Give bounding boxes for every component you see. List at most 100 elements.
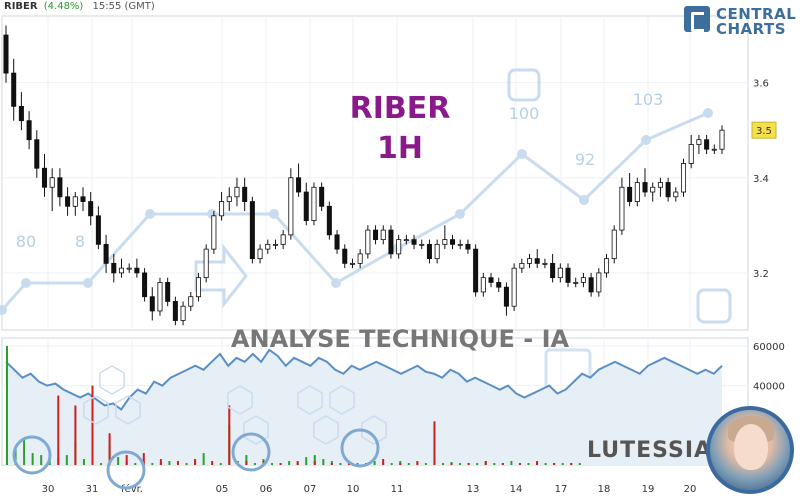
watermark-hexagon: [83, 395, 109, 425]
candle-body: [272, 243, 278, 246]
volume-bar-up: [424, 463, 427, 465]
x-tick-label: févr.: [121, 483, 143, 495]
candle-body: [665, 182, 671, 198]
volume-bar-down: [57, 395, 60, 465]
volume-bar-up: [544, 463, 547, 465]
candle-body: [195, 277, 201, 298]
x-tick-label: 30: [42, 484, 55, 495]
candle-body: [296, 177, 302, 193]
ticker-change: (4.48%): [43, 1, 84, 12]
volume-bar-up: [442, 463, 445, 465]
watermark-trend-icon: [696, 288, 732, 324]
x-tick-label: 13: [467, 484, 480, 495]
candle-body: [342, 248, 348, 264]
volume-bar-down: [142, 453, 145, 465]
candle-body: [380, 229, 386, 241]
overlay-score-node: [145, 209, 155, 219]
volume-bar-up: [527, 463, 530, 465]
candle-body: [326, 205, 332, 236]
volume-bar-up: [245, 455, 248, 465]
ticker-symbol: RIBER: [4, 1, 38, 12]
candle-body: [234, 186, 240, 198]
ticker-time: 15:55 (GMT): [92, 1, 155, 12]
volume-bar-up: [117, 457, 120, 465]
volume-bar-up: [23, 439, 26, 465]
watermark-gauge-icon: [507, 68, 541, 102]
price-tick-label: 3.4: [753, 174, 769, 185]
volume-bar-down: [296, 461, 299, 465]
candle-body: [280, 234, 286, 245]
candle-body: [696, 139, 702, 145]
candle-body: [172, 301, 178, 321]
x-tick-label: 20: [684, 484, 697, 495]
volume-bar-down: [211, 461, 214, 465]
volume-bar-up: [407, 463, 410, 465]
overlay-score-node: [517, 149, 527, 159]
volume-bar-up: [510, 461, 513, 465]
volume-bar-down: [108, 433, 111, 465]
volume-bar-down: [74, 405, 77, 465]
watermark-subtitle: ANALYSE TECHNIQUE - IA: [231, 325, 570, 353]
volume-bar-up: [219, 463, 222, 465]
volume-bar-up: [151, 463, 154, 465]
volume-bar-down: [416, 461, 419, 465]
last-price-badge: [751, 121, 777, 139]
candle-body: [557, 267, 563, 279]
candle-body: [149, 296, 155, 312]
candle-body: [650, 186, 656, 193]
volume-bar-up: [356, 463, 359, 465]
volume-bar-down: [313, 461, 316, 465]
candle-body: [642, 182, 648, 193]
volume-bar-down: [518, 463, 521, 465]
volume-bar-down: [279, 463, 282, 465]
candle-body: [411, 239, 417, 245]
overlay-score-node: [0, 305, 7, 315]
watermark-hexagon: [361, 415, 387, 445]
candle-body: [34, 139, 40, 169]
volume-bar-down: [467, 463, 470, 465]
assistant-avatar: [706, 406, 794, 494]
candle-body: [419, 243, 425, 246]
volume-bar-down: [125, 455, 128, 465]
candle-body: [72, 196, 78, 207]
watermark-hexagon: [329, 385, 355, 415]
volume-bar-down: [399, 463, 402, 465]
x-tick-label: 31: [86, 484, 99, 495]
x-tick-label: 17: [555, 484, 568, 495]
candle-body: [134, 267, 140, 274]
candle-body: [434, 243, 440, 260]
volume-bar-up: [65, 455, 68, 465]
volume-bar-up: [6, 345, 8, 465]
candle-body: [3, 34, 9, 74]
overlay-score-node: [269, 209, 279, 219]
price-panel: [1, 15, 749, 331]
candle-body: [457, 243, 463, 246]
overlay-score-node: [83, 278, 93, 288]
watermark-hexagon: [99, 365, 125, 395]
candle-body: [704, 139, 710, 150]
volume-bar-up: [493, 463, 496, 465]
volume-bar-down: [536, 461, 539, 465]
volume-bar-down: [91, 385, 94, 465]
volume-bar-down: [484, 461, 487, 465]
candle-body: [450, 239, 456, 245]
x-tick-label: 11: [391, 484, 404, 495]
candle-body: [226, 196, 232, 202]
candle-body: [503, 286, 509, 307]
volume-bar-down: [245, 461, 248, 465]
candle-body: [103, 243, 109, 264]
overlay-score-label: 103: [633, 90, 664, 109]
candle-body: [565, 267, 571, 283]
candle-body: [18, 105, 24, 122]
volume-bar-down: [330, 463, 333, 465]
candle-body: [611, 229, 617, 260]
volume-bar-up: [185, 463, 188, 465]
candle-body: [257, 248, 263, 260]
overlay-score-node: [331, 278, 341, 288]
x-tick-label: 10: [347, 484, 360, 495]
candle-body: [157, 282, 163, 312]
volume-bar-up: [31, 453, 34, 465]
volume-bar-up: [322, 459, 325, 465]
volume-area: [6, 349, 722, 465]
